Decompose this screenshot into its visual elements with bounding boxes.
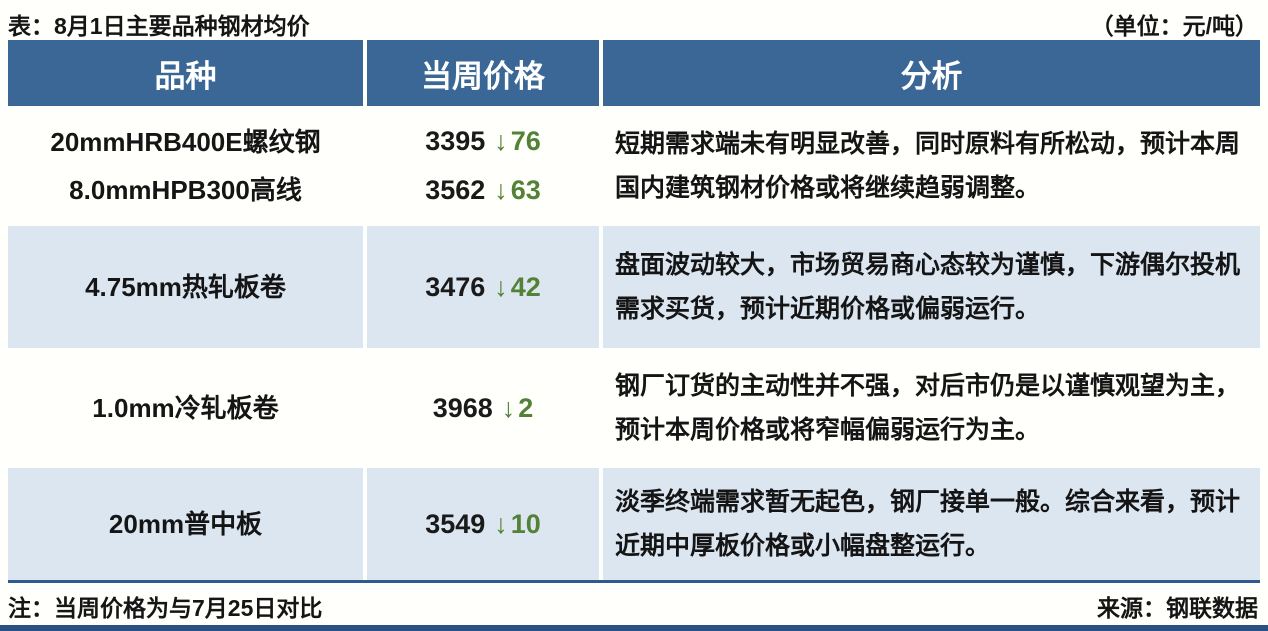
variety-cell: 1.0mm冷轧板卷 bbox=[8, 348, 363, 468]
price-cell: 3476 ↓ 42 bbox=[367, 226, 599, 348]
analysis-cell: 钢厂订货的主动性并不强，对后市仍是以谨慎观望为主，预计本周价格或将窄幅偏弱运行为… bbox=[603, 348, 1260, 468]
table-row: 20mm普中板 3549 ↓ 10 淡季终端需求暂无起色，钢厂接单一般。综合来看，预… bbox=[8, 468, 1260, 580]
price-line: 3476 ↓ 42 bbox=[425, 271, 541, 302]
price-value: 3968 bbox=[432, 392, 493, 423]
variety-cell: 20mmHRB400E螺纹钢 8.0mmHPB300高线 bbox=[8, 106, 363, 226]
header-analysis: 分析 bbox=[603, 40, 1260, 106]
analysis-cell: 淡季终端需求暂无起色，钢厂接单一般。综合来看，预计近期中厚板价格或小幅盘整运行。 bbox=[603, 468, 1260, 580]
price-cell: 3549 ↓ 10 bbox=[367, 468, 599, 580]
table-row: 4.75mm热轧板卷 3476 ↓ 42 盘面波动较大，市场贸易商心态较为谨慎，下游… bbox=[8, 226, 1260, 348]
price-cell: 3968 ↓ 2 bbox=[367, 348, 599, 468]
footer-source: 来源：钢联数据 bbox=[1097, 595, 1258, 621]
price-table: 品种 当周价格 分析 20mmHRB400E螺纹钢 8.0mmHPB300高线 … bbox=[8, 40, 1260, 580]
down-arrow-icon: ↓ bbox=[494, 508, 508, 539]
price-value: 3395 bbox=[425, 126, 486, 156]
price-line: 3562 ↓ 63 bbox=[425, 177, 541, 204]
variety-name: 4.75mm热轧板卷 bbox=[85, 272, 286, 302]
variety-cell: 20mm普中板 bbox=[8, 468, 363, 580]
price-value: 3549 bbox=[425, 508, 486, 539]
price-value: 3476 bbox=[425, 271, 486, 302]
variety-name: 20mm普中板 bbox=[108, 509, 263, 539]
variety-name: 20mmHRB400E螺纹钢 bbox=[50, 126, 321, 157]
variety-name: 1.0mm冷轧板卷 bbox=[92, 393, 279, 423]
footer-note: 注：当周价格为与7月25日对比 bbox=[8, 595, 323, 621]
table-row: 1.0mm冷轧板卷 3968 ↓ 2 钢厂订货的主动性并不强，对后市仍是以谨慎观望为… bbox=[8, 348, 1260, 468]
down-arrow-icon: ↓ bbox=[494, 271, 508, 302]
price-change: 2 bbox=[518, 392, 534, 423]
price-change: 10 bbox=[510, 508, 541, 539]
price-value: 3562 bbox=[425, 175, 486, 205]
down-arrow-icon: ↓ bbox=[494, 175, 508, 205]
price-line: 3968 ↓ 2 bbox=[432, 392, 534, 423]
price-line: 3395 ↓ 76 bbox=[425, 128, 541, 155]
price-change: 76 bbox=[510, 126, 541, 156]
analysis-cell: 短期需求端未有明显改善，同时原料有所松动，预计本周国内建筑钢材价格或将继续趋弱调… bbox=[603, 106, 1260, 226]
table-row: 20mmHRB400E螺纹钢 8.0mmHPB300高线 3395 ↓ 76 356… bbox=[8, 106, 1260, 226]
bottom-accent-bar bbox=[0, 625, 1268, 631]
price-cell: 3395 ↓ 76 3562 ↓ 63 bbox=[367, 106, 599, 226]
analysis-cell: 盘面波动较大，市场贸易商心态较为谨慎，下游偶尔投机需求买货，预计近期价格或偏弱运… bbox=[603, 226, 1260, 348]
table-bottom-border bbox=[8, 580, 1260, 583]
variety-cell: 4.75mm热轧板卷 bbox=[8, 226, 363, 348]
price-change: 42 bbox=[510, 271, 541, 302]
price-change: 63 bbox=[510, 175, 541, 205]
down-arrow-icon: ↓ bbox=[494, 126, 508, 156]
caption-bar: 表：8月1日主要品种钢材均价 （单位：元/吨） bbox=[0, 0, 1268, 40]
footer-bar: 注：当周价格为与7月25日对比 来源：钢联数据 bbox=[0, 583, 1268, 625]
header-week-price: 当周价格 bbox=[367, 40, 599, 106]
down-arrow-icon: ↓ bbox=[501, 392, 516, 423]
unit-label: （单位：元/吨） bbox=[1090, 13, 1258, 39]
header-variety: 品种 bbox=[8, 40, 363, 106]
table-header-row: 品种 当周价格 分析 bbox=[8, 40, 1260, 106]
variety-name: 8.0mmHPB300高线 bbox=[69, 175, 302, 206]
page-title: 表：8月1日主要品种钢材均价 bbox=[8, 13, 310, 39]
price-line: 3549 ↓ 10 bbox=[425, 508, 541, 539]
